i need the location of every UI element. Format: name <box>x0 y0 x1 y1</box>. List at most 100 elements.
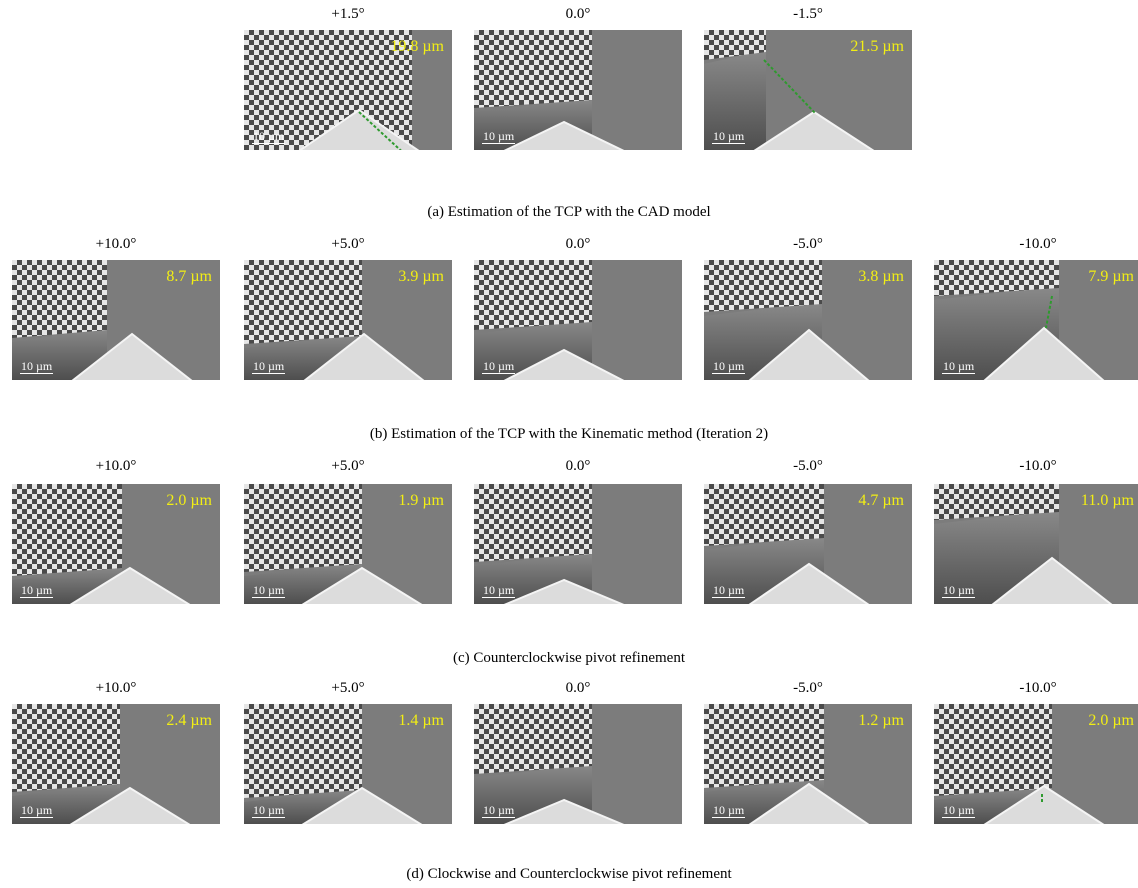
scale-bar: 10 µm <box>712 803 746 818</box>
subfigure-caption: (b) Estimation of the TCP with the Kinem… <box>369 426 769 442</box>
sem-image <box>934 484 1138 604</box>
checkerboard-sample <box>474 260 592 330</box>
offset-measurement: 3.8 µm <box>858 268 904 285</box>
tilt-angle-label: +10.0° <box>95 236 137 252</box>
sem-panel: 4.7 µm 10 µm <box>704 484 912 604</box>
tilt-angle-label: 0.0° <box>565 680 591 696</box>
tilt-angle-label: +10.0° <box>95 680 137 696</box>
sem-panel: 3.9 µm 10 µm <box>244 260 452 380</box>
tilt-angle-label: -10.0° <box>1019 236 1057 252</box>
sem-image <box>474 484 682 604</box>
offset-measurement: 21.5 µm <box>850 38 904 55</box>
checkerboard-sample <box>12 484 122 576</box>
subfigure-caption: (d) Clockwise and Counterclockwise pivot… <box>406 866 732 882</box>
distance-guide-line <box>1045 295 1053 329</box>
tilt-angle-label: -10.0° <box>1019 458 1057 474</box>
sem-image <box>12 484 220 604</box>
gripper-tip <box>748 782 870 824</box>
checkerboard-sample <box>704 484 824 546</box>
offset-measurement: 2.0 µm <box>166 492 212 509</box>
tilt-angle-label: -1.5° <box>793 6 823 22</box>
shadow-region <box>704 50 766 150</box>
tilt-angle-label: +5.0° <box>331 458 365 474</box>
gripper-tip <box>983 326 1105 380</box>
scale-bar: 10 µm <box>482 359 516 374</box>
gripper-tip <box>748 562 870 604</box>
shadow-region <box>12 328 107 380</box>
scale-bar: 10 µm <box>712 359 746 374</box>
sem-panel: 3.8 µm 10 µm <box>704 260 912 380</box>
tilt-angle-label: -5.0° <box>793 458 823 474</box>
distance-guide-line <box>763 59 817 115</box>
checkerboard-sample <box>704 704 824 788</box>
sem-image <box>12 260 220 380</box>
scale-bar: 10 µm <box>942 583 976 598</box>
checkerboard-sample <box>474 704 592 774</box>
sem-panel: 2.0 µm 10 µm <box>12 484 220 604</box>
gripper-tip <box>301 566 423 604</box>
offset-measurement: 11.0 µm <box>1080 492 1134 509</box>
sem-panel: 8.7 µm 10 µm <box>12 260 220 380</box>
offset-measurement: 8.7 µm <box>166 268 212 285</box>
scale-bar: 10 µm <box>482 583 516 598</box>
offset-measurement: 7.9 µm <box>1088 268 1134 285</box>
checkerboard-sample <box>244 704 362 798</box>
checkerboard-sample <box>934 484 1059 520</box>
sem-image <box>704 260 912 380</box>
tilt-angle-label: -5.0° <box>793 680 823 696</box>
tilt-angle-label: 0.0° <box>565 458 591 474</box>
scale-bar: 10 µm <box>252 359 286 374</box>
scale-bar: 10 µm <box>252 129 286 144</box>
tilt-angle-label: +5.0° <box>331 680 365 696</box>
gripper-tip <box>983 784 1105 824</box>
sem-panel: 2.4 µm 10 µm <box>12 704 220 824</box>
sem-image <box>474 704 682 824</box>
scale-bar: 10 µm <box>482 803 516 818</box>
gripper-tip <box>303 332 425 380</box>
tilt-angle-label: +10.0° <box>95 458 137 474</box>
scale-bar: 10 µm <box>942 359 976 374</box>
gripper-tip <box>71 332 193 380</box>
sem-panel: 2.0 µm 10 µm <box>934 704 1138 824</box>
scale-bar: 10 µm <box>482 129 516 144</box>
sem-image <box>244 704 452 824</box>
gripper-tip <box>69 786 191 824</box>
gripper-tip <box>503 798 625 824</box>
offset-measurement: 1.2 µm <box>858 712 904 729</box>
scale-bar: 10 µm <box>712 129 746 144</box>
sem-image <box>244 260 452 380</box>
tilt-angle-label: 0.0° <box>565 6 591 22</box>
checkerboard-sample <box>934 704 1052 796</box>
gripper-tip <box>301 786 423 824</box>
sem-panel: 10 µm <box>474 704 682 824</box>
sem-panel: 10 µm <box>474 484 682 604</box>
gripper-tip <box>503 120 625 150</box>
scale-bar: 10 µm <box>942 803 976 818</box>
sem-image <box>934 704 1138 824</box>
offset-measurement: 2.4 µm <box>166 712 212 729</box>
scale-bar: 10 µm <box>252 803 286 818</box>
scale-bar: 10 µm <box>712 583 746 598</box>
sem-panel: 1.9 µm 10 µm <box>244 484 452 604</box>
subfigure-caption: (a) Estimation of the TCP with the CAD m… <box>427 204 711 220</box>
subfigure-caption: (c) Counterclockwise pivot refinement <box>452 650 685 666</box>
offset-measurement: 1.9 µm <box>398 492 444 509</box>
gripper-tip <box>748 328 870 380</box>
tilt-angle-label: -5.0° <box>793 236 823 252</box>
tilt-angle-label: +5.0° <box>331 236 365 252</box>
sem-image <box>704 704 912 824</box>
tilt-angle-label: +1.5° <box>331 6 365 22</box>
checkerboard-sample <box>12 260 107 338</box>
sem-panel: 10 µm <box>474 30 682 150</box>
sem-image <box>474 30 682 150</box>
sem-image <box>244 484 452 604</box>
gripper-tip <box>69 566 191 604</box>
sem-image <box>474 260 682 380</box>
checkerboard-sample <box>704 260 822 312</box>
scale-bar: 10 µm <box>20 803 54 818</box>
checkerboard-sample <box>244 484 362 572</box>
sem-image <box>704 484 912 604</box>
sem-panel: 11.0 µm 10 µm <box>934 484 1138 604</box>
gripper-tip <box>503 348 625 380</box>
